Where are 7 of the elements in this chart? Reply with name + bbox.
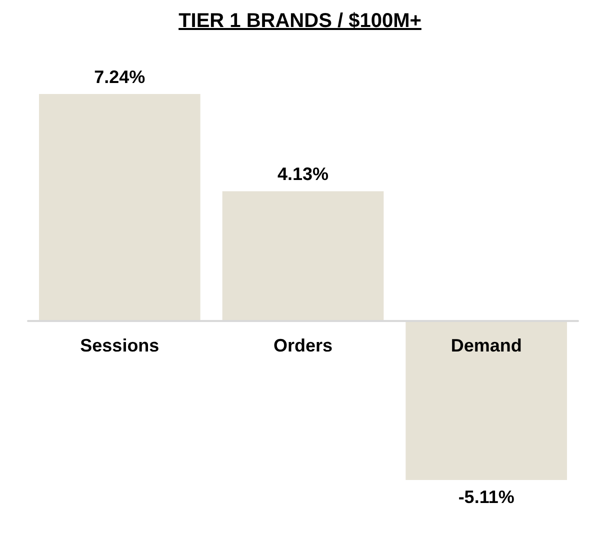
data-label: -5.11%: [458, 487, 514, 507]
x-tick-label: Demand: [450, 335, 522, 356]
data-label: 4.13%: [277, 164, 329, 184]
chart-title: TIER 1 BRANDS / $100M+: [178, 10, 422, 34]
x-tick-label: Sessions: [80, 335, 160, 356]
data-label: 7.24%: [94, 67, 146, 87]
x-tick-label: Orders: [273, 335, 333, 356]
